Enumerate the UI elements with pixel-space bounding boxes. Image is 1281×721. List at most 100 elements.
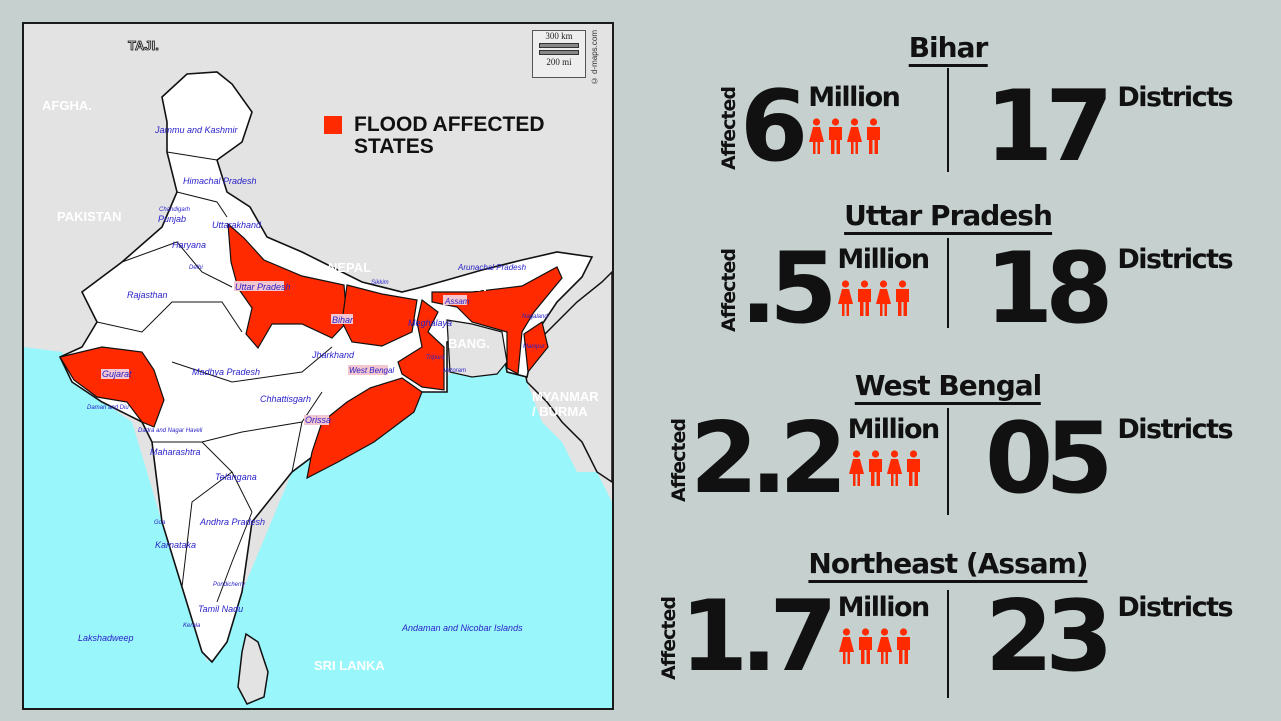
label-state: West Bengal	[349, 366, 394, 375]
districts-number: 18	[985, 232, 1113, 346]
label-state: Uttar Pradesh	[235, 282, 291, 292]
million-label: Million	[847, 414, 941, 445]
male-icon	[857, 280, 872, 320]
affected-label: Affected	[718, 249, 740, 332]
label-bhutan: BHU.	[455, 279, 487, 294]
state-orissa	[306, 377, 423, 480]
legend-swatch	[324, 116, 342, 134]
legend-line-1: FLOOD AFFECTED	[354, 113, 545, 136]
sea	[24, 342, 612, 708]
districts-group: 05 Districts	[985, 402, 1234, 516]
female-icon	[837, 280, 854, 320]
state-uttar-pradesh	[227, 222, 348, 350]
districts-label: Districts	[1117, 82, 1233, 113]
state-bihar	[341, 284, 418, 347]
million-label: Million	[837, 592, 931, 623]
legend-line-2: STATES	[354, 135, 434, 158]
million-label: Million	[837, 244, 930, 275]
male-icon	[896, 628, 911, 668]
label-state: Haryana	[172, 240, 206, 250]
female-icon	[846, 118, 863, 158]
districts-label: Districts	[1117, 592, 1233, 623]
affected-group: Affected 2.2 Million	[668, 410, 941, 508]
label-nepal: NEPAL	[328, 260, 371, 275]
divider	[947, 238, 949, 328]
label-state: Jammu and Kashmir	[154, 125, 239, 135]
label-state: Daman and Diu	[87, 405, 129, 411]
divider	[947, 590, 949, 698]
label-state: Manipur	[523, 344, 546, 350]
affected-number: 1.7	[680, 580, 838, 694]
label-state: Goa	[154, 520, 166, 526]
female-icon	[808, 118, 825, 158]
flood-states	[59, 222, 563, 480]
divider	[947, 408, 949, 515]
people-icons	[837, 280, 910, 320]
state-assam	[431, 266, 563, 375]
label-pakistan: PAKISTAN	[57, 209, 122, 224]
label-state: Andaman and Nicobar Islands	[401, 623, 523, 633]
female-icon	[848, 450, 865, 490]
myanmar	[521, 270, 612, 483]
label-state: Chhattisgarh	[260, 394, 311, 404]
male-icon	[828, 118, 843, 158]
label-tajikistan: TAJI.	[128, 38, 159, 53]
label-state: Telangana	[215, 472, 257, 482]
label-state: Meghalaya	[408, 318, 452, 328]
country-labels: TAJI. AFGHA. PAKISTAN NEPAL BHU. BANG. M…	[42, 38, 599, 673]
label-state: Tamil Nadu	[198, 604, 243, 614]
label-state: Chandigarh	[159, 207, 191, 213]
label-state: Dadra and Nagar Haveli	[138, 428, 203, 434]
scale-km: 300 km	[545, 31, 573, 41]
label-state: Mizoram	[443, 368, 466, 374]
label-sri-lanka: SRI LANKA	[314, 658, 385, 673]
affected-number: .5	[740, 232, 837, 346]
scale-mi: 200 mi	[546, 57, 572, 67]
label-state: Maharashtra	[150, 447, 201, 457]
bangladesh	[446, 319, 508, 378]
districts-group: 23 Districts	[985, 588, 1234, 686]
label-burma: / BURMA	[532, 404, 588, 419]
male-icon	[906, 450, 921, 490]
label-state: Lakshadweep	[78, 633, 134, 643]
state-west-bengal	[397, 298, 445, 391]
label-state: Arunachal Pradesh	[457, 263, 527, 272]
districts-group: 18 Districts	[985, 232, 1234, 346]
districts-label: Districts	[1117, 414, 1233, 445]
female-icon	[886, 450, 903, 490]
map-credit: © d-maps.com	[590, 30, 599, 86]
people-icons	[808, 118, 881, 158]
scale-bar: 300 km 200 mi	[532, 30, 586, 78]
people-icons	[838, 628, 911, 668]
affected-label: Affected	[718, 87, 740, 170]
india-map: TAJI. AFGHA. PAKISTAN NEPAL BHU. BANG. M…	[22, 22, 614, 710]
affected-label: Affected	[658, 597, 680, 680]
affected-number: 6	[740, 70, 808, 184]
label-state: Kerala	[183, 623, 201, 629]
state-borders	[96, 151, 333, 603]
affected-group: Affected 1.7 Million	[658, 580, 931, 694]
label-afghanistan: AFGHA.	[42, 98, 92, 113]
label-state: Punjab	[158, 214, 186, 224]
female-icon	[876, 628, 893, 668]
region-title: Uttar Pradesh	[844, 200, 1053, 235]
label-state: Gujarat	[102, 369, 132, 379]
million-group: Million	[808, 82, 901, 158]
region-title: West Bengal	[854, 370, 1042, 405]
female-icon	[838, 628, 855, 668]
label-state: Andhra Pradesh	[199, 517, 265, 527]
label-state: Uttarakhand	[212, 220, 262, 230]
region-title: Northeast (Assam)	[808, 548, 1089, 583]
male-icon	[868, 450, 883, 490]
state-labels: Jammu and Kashmir Himachal Pradesh Chand…	[78, 125, 548, 643]
label-state: Tripura	[426, 355, 445, 361]
label-state: Sikkim	[371, 280, 389, 286]
label-state: Pondicherry	[213, 582, 246, 588]
state-manipur	[523, 321, 549, 374]
label-state: Karnataka	[155, 540, 196, 550]
districts-number: 05	[985, 402, 1113, 516]
districts-group: 17 Districts	[985, 70, 1234, 184]
people-icons	[848, 450, 921, 490]
million-label: Million	[808, 82, 901, 113]
districts-number: 17	[985, 70, 1113, 184]
